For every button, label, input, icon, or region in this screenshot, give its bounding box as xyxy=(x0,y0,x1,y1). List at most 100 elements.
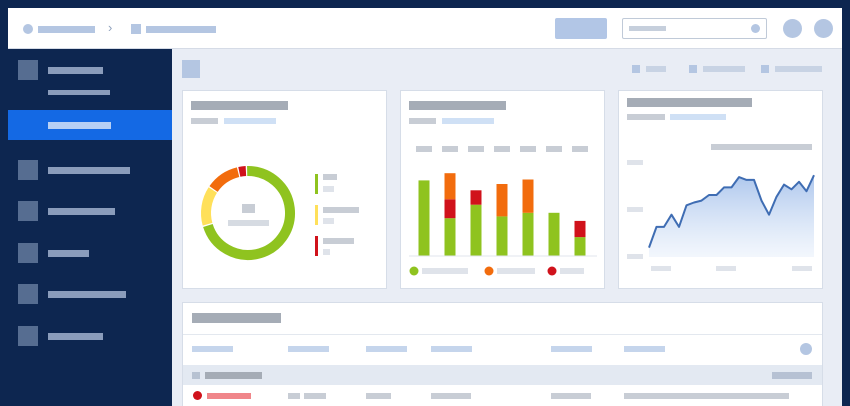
primary-button[interactable] xyxy=(555,18,607,39)
card-subtitle-link[interactable] xyxy=(442,118,494,124)
donut-slice[interactable] xyxy=(238,166,247,177)
row-cell xyxy=(551,393,591,399)
sidebar-item-label xyxy=(48,250,89,257)
sidebar-item-label xyxy=(48,333,103,340)
row-cell xyxy=(207,393,251,399)
table-row[interactable] xyxy=(183,385,822,406)
bar-segment[interactable] xyxy=(496,184,508,217)
search-icon[interactable] xyxy=(751,24,760,33)
bar-segment[interactable] xyxy=(548,212,560,256)
card-subtitle-link[interactable] xyxy=(670,114,726,120)
table-group-row[interactable] xyxy=(183,365,822,385)
legend-swatch xyxy=(315,205,318,225)
bar-segment[interactable] xyxy=(470,204,482,256)
legend-label xyxy=(323,249,330,255)
donut-slice[interactable] xyxy=(209,167,240,193)
group-toggle-icon[interactable] xyxy=(192,372,200,379)
area-legend-label xyxy=(711,144,812,150)
bar-segment[interactable] xyxy=(574,237,586,256)
sidebar-item-6[interactable] xyxy=(8,324,172,348)
sidebar-icon xyxy=(18,243,38,263)
bar-card xyxy=(400,90,605,289)
column-header[interactable] xyxy=(288,346,329,352)
bar-category-label xyxy=(520,146,536,152)
bar-segment[interactable] xyxy=(522,179,534,213)
bar-category-label xyxy=(546,146,562,152)
bar-segment[interactable] xyxy=(444,218,456,256)
area-line[interactable] xyxy=(648,174,815,248)
bar-segment[interactable] xyxy=(418,180,430,256)
legend-swatch xyxy=(315,174,318,194)
sidebar-item-label xyxy=(48,208,115,215)
column-header[interactable] xyxy=(192,346,233,352)
bar-segment[interactable] xyxy=(444,199,456,219)
search-placeholder xyxy=(629,26,666,31)
legend-label xyxy=(323,218,334,224)
sidebar-item-3[interactable] xyxy=(8,199,172,223)
row-cell xyxy=(366,393,391,399)
dashboard-app: › xyxy=(8,8,842,406)
bar-segment[interactable] xyxy=(574,220,586,238)
top-bar: › xyxy=(8,8,842,49)
filter-label xyxy=(703,66,745,72)
legend-label xyxy=(323,186,334,192)
donut-slice[interactable] xyxy=(201,187,218,226)
breadcrumb-item-2[interactable] xyxy=(146,26,216,33)
bar-segment[interactable] xyxy=(522,212,534,256)
bar-category-label xyxy=(468,146,484,152)
column-header[interactable] xyxy=(624,346,665,352)
legend-swatch xyxy=(409,266,419,276)
card-title xyxy=(627,98,752,107)
sidebar-item-4[interactable] xyxy=(8,241,172,265)
sidebar-icon xyxy=(18,284,38,304)
breadcrumb-item-1[interactable] xyxy=(38,26,95,33)
sidebar-item-2[interactable] xyxy=(8,158,172,182)
sidebar-item-overview[interactable] xyxy=(8,49,172,104)
filter-1[interactable] xyxy=(632,65,672,73)
home-icon[interactable] xyxy=(23,24,33,34)
card-subtitle xyxy=(627,114,665,120)
bar-category-label xyxy=(494,146,510,152)
filter-3[interactable] xyxy=(761,65,825,73)
sidebar-icon xyxy=(18,326,38,346)
sidebar-icon xyxy=(18,160,38,180)
bar-segment[interactable] xyxy=(444,173,456,200)
bar-segment[interactable] xyxy=(496,216,508,256)
column-header[interactable] xyxy=(431,346,472,352)
search-input[interactable] xyxy=(622,18,767,39)
row-cell xyxy=(624,393,789,399)
sidebar-icon xyxy=(18,60,38,80)
sidebar-item-5[interactable] xyxy=(8,282,172,306)
donut-center-label xyxy=(228,220,269,226)
bar-category-label xyxy=(416,146,432,152)
legend-label xyxy=(323,174,337,180)
filter-2[interactable] xyxy=(689,65,749,73)
column-header[interactable] xyxy=(366,346,407,352)
filter-icon xyxy=(689,65,697,73)
filter-label xyxy=(775,66,822,72)
sidebar-subitem-active[interactable] xyxy=(8,110,172,140)
sidebar xyxy=(8,49,172,406)
settings-icon[interactable] xyxy=(800,343,812,355)
column-header[interactable] xyxy=(551,346,592,352)
card-title xyxy=(191,101,288,110)
card-subtitle-link[interactable] xyxy=(224,118,276,124)
card-subtitle xyxy=(191,118,218,124)
donut-center-value xyxy=(242,204,255,213)
y-tick-label xyxy=(627,207,643,212)
y-tick-label xyxy=(627,160,643,165)
x-tick-label xyxy=(792,266,812,271)
x-tick-label xyxy=(651,266,671,271)
donut-card xyxy=(182,90,387,289)
page-header-icon xyxy=(182,60,200,78)
sidebar-item-label xyxy=(48,291,126,298)
user-icon[interactable] xyxy=(783,19,802,38)
donut-slice[interactable] xyxy=(203,166,295,260)
area-chart xyxy=(627,144,815,271)
settings-icon[interactable] xyxy=(814,19,833,38)
card-subtitle xyxy=(409,118,436,124)
filter-label xyxy=(646,66,666,72)
bar-segment[interactable] xyxy=(470,190,482,205)
sidebar-subitem[interactable] xyxy=(48,90,110,95)
x-tick-label xyxy=(716,266,736,271)
